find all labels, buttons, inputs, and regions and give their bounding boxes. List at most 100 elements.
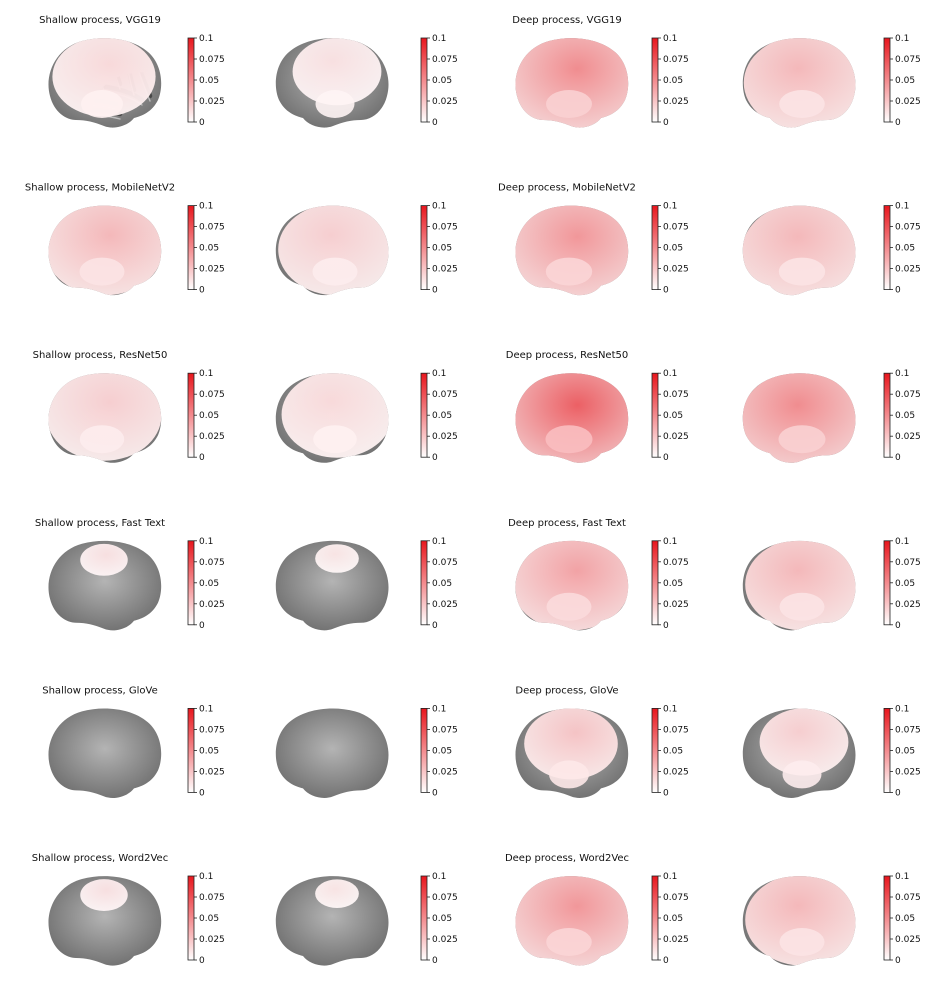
panel-title-deep: Deep process, GloVe [515, 685, 618, 696]
colorbar: 0.1 0.075 0.05 0.025 0 [187, 704, 225, 798]
brain-deep-left [515, 205, 629, 296]
colorbar-tick-label: 0.1 [895, 202, 909, 212]
colorbar-tick-label: 0.025 [199, 767, 225, 777]
panel-title-shallow: Shallow process, ResNet50 [33, 350, 168, 361]
colorbar-tick-label: 0.025 [895, 432, 921, 442]
colorbar-tick-label: 0.025 [199, 600, 225, 610]
colorbar-tick-label: 0.1 [199, 872, 213, 882]
colorbar: 0.1 0.075 0.05 0.025 0 [420, 537, 458, 631]
colorbar-tick-label: 0.1 [199, 34, 213, 44]
colorbar-tick-label: 0.1 [895, 369, 909, 379]
panel-title-deep: Deep process, MobileNetV2 [498, 183, 636, 194]
colorbar: 0.1 0.075 0.05 0.025 0 [651, 537, 689, 631]
colorbar-tick-label: 0.1 [895, 704, 909, 714]
colorbar-tick-label: 0.025 [432, 600, 458, 610]
colorbar-tick-label: 0.1 [199, 704, 213, 714]
colorbar-tick-label: 0 [199, 286, 205, 296]
brain-shallow-left [48, 708, 162, 798]
colorbar-tick-label: 0 [895, 453, 901, 463]
colorbar: 0.1 0.075 0.05 0.025 0 [420, 704, 458, 798]
brain-deep-left [515, 38, 629, 128]
colorbar: 0.1 0.075 0.05 0.025 0 [420, 369, 458, 463]
colorbar-tick-label: 0.075 [432, 725, 458, 735]
colorbar-tick-label: 0.075 [895, 223, 921, 233]
colorbar-tick-label: 0.1 [663, 202, 677, 212]
colorbar-tick-label: 0.1 [663, 704, 677, 714]
brain-shallow-right [275, 708, 389, 798]
colorbar: 0.1 0.075 0.05 0.025 0 [187, 34, 225, 128]
brain-shallow-right [275, 373, 389, 463]
colorbar-tick-label: 0.075 [199, 390, 225, 400]
colorbar-tick-label: 0.05 [895, 244, 915, 254]
colorbar-tick-label: 0.025 [432, 265, 458, 275]
colorbar-tick-label: 0.075 [432, 558, 458, 568]
colorbar-tick-label: 0 [663, 788, 669, 798]
colorbar-tick-label: 0.075 [199, 55, 225, 65]
colorbar-tick-label: 0.05 [895, 914, 915, 924]
brain-deep-right [742, 708, 856, 798]
colorbar-tick-label: 0.025 [432, 767, 458, 777]
colorbar-tick-label: 0 [663, 621, 669, 631]
colorbar-tick-label: 0.1 [432, 704, 446, 714]
panel-title-shallow: Shallow process, GloVe [42, 685, 158, 696]
brain-shallow-right [275, 540, 389, 631]
colorbar-tick-label: 0.025 [663, 935, 689, 945]
brain-shallow-left [48, 205, 162, 296]
colorbar-tick-label: 0.1 [895, 34, 909, 44]
colorbar-tick-label: 0.1 [663, 369, 677, 379]
brain-shallow-left [48, 373, 162, 463]
colorbar-tick-label: 0.1 [199, 369, 213, 379]
colorbar-tick-label: 0.075 [663, 893, 689, 903]
colorbar-tick-label: 0.05 [432, 411, 452, 421]
colorbar-tick-label: 0.05 [895, 76, 915, 86]
colorbar-tick-label: 0.075 [663, 558, 689, 568]
colorbar-tick-label: 0.1 [432, 202, 446, 212]
colorbar-tick-label: 0.025 [663, 265, 689, 275]
colorbar-tick-label: 0.05 [663, 244, 683, 254]
colorbar-tick-label: 0 [432, 621, 438, 631]
colorbar: 0.1 0.075 0.05 0.025 0 [883, 872, 921, 966]
colorbar-tick-label: 0 [895, 621, 901, 631]
colorbar-tick-label: 0.075 [432, 893, 458, 903]
colorbar: 0.1 0.075 0.05 0.025 0 [651, 34, 689, 128]
brain-deep-right [742, 205, 856, 296]
colorbar: 0.1 0.075 0.05 0.025 0 [420, 872, 458, 966]
colorbar-tick-label: 0.05 [432, 76, 452, 86]
colorbar-tick-label: 0.025 [199, 432, 225, 442]
colorbar-tick-label: 0.1 [199, 537, 213, 547]
brain-deep-left [515, 876, 629, 966]
colorbar-tick-label: 0.05 [895, 579, 915, 589]
colorbar-tick-label: 0 [432, 788, 438, 798]
colorbar-tick-label: 0.05 [895, 411, 915, 421]
colorbar-tick-label: 0.075 [432, 390, 458, 400]
colorbar-tick-label: 0.05 [199, 244, 219, 254]
colorbar-tick-label: 0.075 [199, 558, 225, 568]
colorbar-tick-label: 0.1 [663, 537, 677, 547]
figure-row: Shallow process, MobileNetV2 Deep process… [25, 183, 921, 296]
colorbar-tick-label: 0.025 [895, 600, 921, 610]
brain-deep-left [515, 708, 629, 798]
colorbar-tick-label: 0.025 [895, 265, 921, 275]
colorbar-tick-label: 0.05 [199, 411, 219, 421]
panel-title-deep: Deep process, Word2Vec [505, 853, 629, 864]
colorbar: 0.1 0.075 0.05 0.025 0 [420, 34, 458, 128]
colorbar-tick-label: 0 [199, 956, 205, 966]
colorbar-tick-label: 0 [895, 956, 901, 966]
colorbar: 0.1 0.075 0.05 0.025 0 [651, 704, 689, 798]
colorbar-tick-label: 0.075 [895, 390, 921, 400]
colorbar-tick-label: 0.1 [895, 872, 909, 882]
colorbar: 0.1 0.075 0.05 0.025 0 [651, 872, 689, 966]
colorbar-tick-label: 0.025 [199, 935, 225, 945]
colorbar-tick-label: 0.05 [199, 914, 219, 924]
colorbar-tick-label: 0.05 [432, 914, 452, 924]
panel-title-deep: Deep process, Fast Text [508, 518, 626, 529]
panel-title-deep: Deep process, VGG19 [512, 15, 621, 26]
colorbar-tick-label: 0.025 [663, 432, 689, 442]
colorbar-tick-label: 0.05 [199, 579, 219, 589]
colorbar: 0.1 0.075 0.05 0.025 0 [187, 872, 225, 966]
colorbar-tick-label: 0.1 [199, 202, 213, 212]
brain-deep-right [742, 373, 856, 463]
colorbar-tick-label: 0 [432, 286, 438, 296]
colorbar: 0.1 0.075 0.05 0.025 0 [883, 369, 921, 463]
colorbar-tick-label: 0.075 [432, 223, 458, 233]
